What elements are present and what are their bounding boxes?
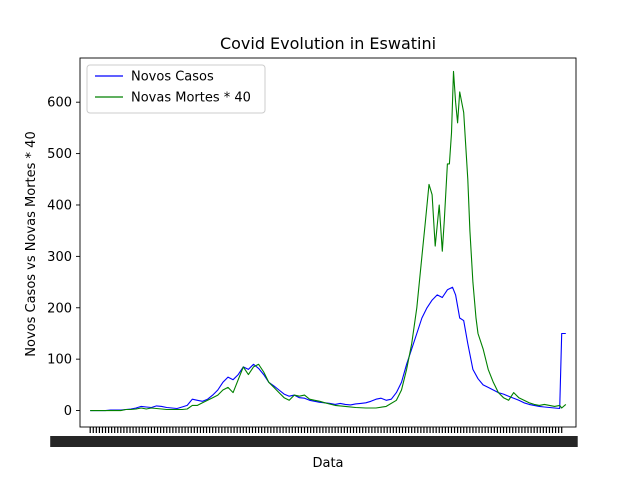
legend-entry: Novos Casos — [131, 70, 214, 85]
chart-title: Covid Evolution in Eswatini — [220, 34, 436, 53]
y-tick-label: 400 — [47, 198, 72, 213]
y-axis-label: Novos Casos vs Novas Mortes * 40 — [24, 131, 39, 356]
series-novos-casos-line — [90, 286, 566, 412]
y-tick-label: 600 — [47, 96, 72, 111]
x-tick-labels-overlap — [50, 436, 578, 447]
y-tick-label: 200 — [47, 301, 72, 316]
series-novas-mortes-line — [90, 70, 567, 412]
x-axis-label: Data — [312, 456, 343, 471]
y-tick-label: 0 — [64, 404, 72, 419]
legend-box — [86, 64, 266, 114]
y-tick-label: 100 — [47, 353, 72, 368]
plot-area: 0 100 200 300 400 500 600 Novos Casos Novas Mort… — [47, 57, 578, 447]
axes-frame — [79, 57, 577, 428]
y-tick-label: 300 — [47, 250, 72, 265]
legend-entry: Novas Mortes * 40 — [131, 91, 251, 106]
y-tick-label: 500 — [47, 147, 72, 162]
